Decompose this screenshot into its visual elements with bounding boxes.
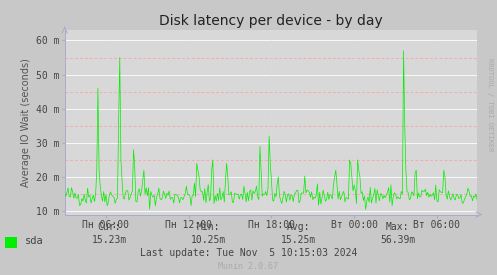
Text: 15.23m: 15.23m [92, 235, 127, 245]
Text: sda: sda [25, 236, 44, 246]
Text: Max:: Max: [386, 222, 410, 232]
Text: Munin 2.0.67: Munin 2.0.67 [219, 262, 278, 271]
Text: Min:: Min: [197, 222, 221, 232]
Text: 10.25m: 10.25m [191, 235, 226, 245]
Text: Avg:: Avg: [286, 222, 310, 232]
Text: Last update: Tue Nov  5 10:15:03 2024: Last update: Tue Nov 5 10:15:03 2024 [140, 248, 357, 258]
Text: 56.39m: 56.39m [380, 235, 415, 245]
Text: Cur:: Cur: [97, 222, 121, 232]
Title: Disk latency per device - by day: Disk latency per device - by day [159, 14, 383, 28]
Y-axis label: Average IO Wait (seconds): Average IO Wait (seconds) [21, 58, 31, 187]
Text: RRDTOOL / TOBI OETIKER: RRDTOOL / TOBI OETIKER [487, 58, 493, 151]
Text: 15.25m: 15.25m [281, 235, 316, 245]
